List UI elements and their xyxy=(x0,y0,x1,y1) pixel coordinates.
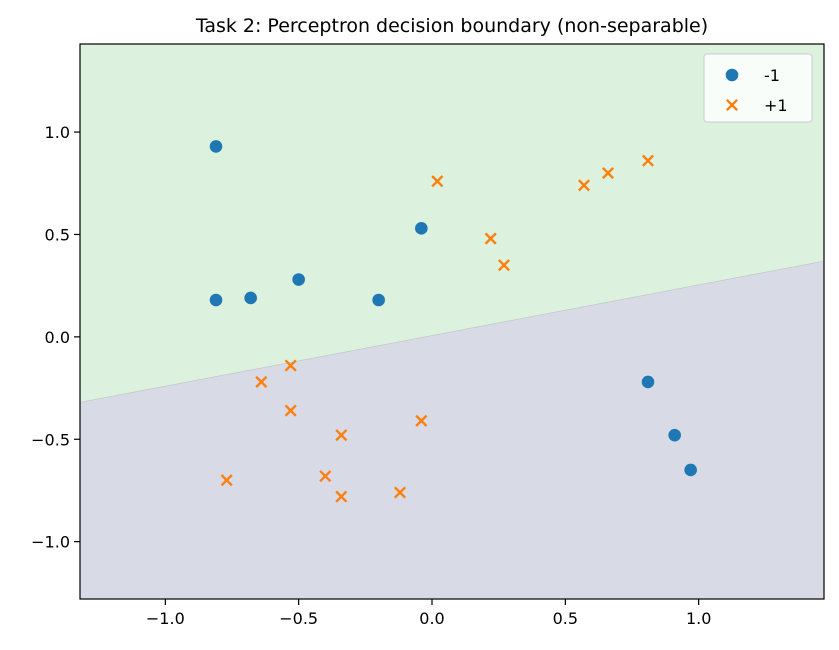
point-neg-6 xyxy=(641,375,655,389)
point-pos-4 xyxy=(601,166,615,180)
x-tick-label: −1.0 xyxy=(146,609,185,628)
point-pos-2-stroke-b xyxy=(497,259,511,272)
legend-label-0: -1 xyxy=(764,66,780,85)
data-points xyxy=(209,140,697,503)
y-tick-label: 1.0 xyxy=(45,123,70,142)
x-tick-label: 1.0 xyxy=(686,609,711,628)
y-tick-label: 0.5 xyxy=(45,225,70,244)
point-pos-8 xyxy=(284,404,297,417)
legend: -1 +1 xyxy=(703,53,813,123)
point-pos-11-stroke-b xyxy=(220,474,233,487)
point-pos-1-stroke-b xyxy=(484,232,497,245)
point-pos-12-stroke-b xyxy=(319,470,332,483)
y-tick-label: 0.0 xyxy=(45,328,70,347)
y-tick-label: −1.0 xyxy=(31,533,70,552)
x-tick-label: 0.5 xyxy=(553,609,578,628)
x-tick-label: −0.5 xyxy=(279,609,318,628)
region-upper xyxy=(80,44,824,403)
y-tick-label: −0.5 xyxy=(31,430,70,449)
point-pos-14 xyxy=(393,486,407,499)
point-pos-0 xyxy=(431,175,444,188)
decision-boundary-line xyxy=(80,260,824,403)
legend-marker-1-stroke-b xyxy=(725,98,739,112)
point-pos-8-stroke-b xyxy=(284,404,297,417)
point-pos-6-stroke-b xyxy=(255,375,268,388)
point-neg-5 xyxy=(415,222,428,235)
point-pos-13-stroke-b xyxy=(335,490,348,503)
point-pos-9-stroke-b xyxy=(335,429,348,442)
point-pos-1 xyxy=(484,232,497,245)
legend-box xyxy=(703,53,813,123)
point-pos-10 xyxy=(415,414,428,427)
point-pos-13 xyxy=(335,490,348,503)
point-pos-9 xyxy=(335,429,348,442)
point-pos-14-stroke-b xyxy=(393,486,407,499)
point-pos-7 xyxy=(284,359,297,372)
point-pos-6 xyxy=(255,375,268,388)
point-pos-7-stroke-b xyxy=(284,359,297,372)
point-pos-4-stroke-b xyxy=(601,166,615,180)
axes: −1.0 −0.5 0.0 0.5 1.0 −1.0 −0.5 0.0 0.5 1.0 xyxy=(31,123,711,628)
point-neg-7 xyxy=(668,428,681,442)
point-pos-12 xyxy=(319,470,332,483)
point-neg-2 xyxy=(244,291,257,305)
x-tick-label: 0.0 xyxy=(419,609,444,628)
point-pos-3 xyxy=(577,179,591,192)
point-pos-3-stroke-b xyxy=(577,179,591,192)
point-pos-0-stroke-b xyxy=(431,175,444,188)
legend-label-1: +1 xyxy=(764,96,788,115)
point-neg-8 xyxy=(684,463,697,477)
legend-marker-1 xyxy=(725,98,739,112)
legend-marker-0 xyxy=(725,68,739,82)
point-neg-3 xyxy=(292,273,305,286)
point-neg-1 xyxy=(209,293,223,307)
point-neg-4 xyxy=(372,293,385,307)
point-pos-5 xyxy=(641,154,655,167)
point-neg-0 xyxy=(209,140,223,153)
decision-regions xyxy=(80,44,824,599)
plot-frame xyxy=(79,43,825,600)
chart-title: Task 2: Perceptron decision boundary (no… xyxy=(195,15,708,37)
point-pos-11 xyxy=(220,474,233,487)
region-lower xyxy=(80,261,824,599)
point-pos-10-stroke-b xyxy=(415,414,428,427)
point-pos-5-stroke-b xyxy=(641,154,655,167)
point-pos-2 xyxy=(497,259,511,272)
